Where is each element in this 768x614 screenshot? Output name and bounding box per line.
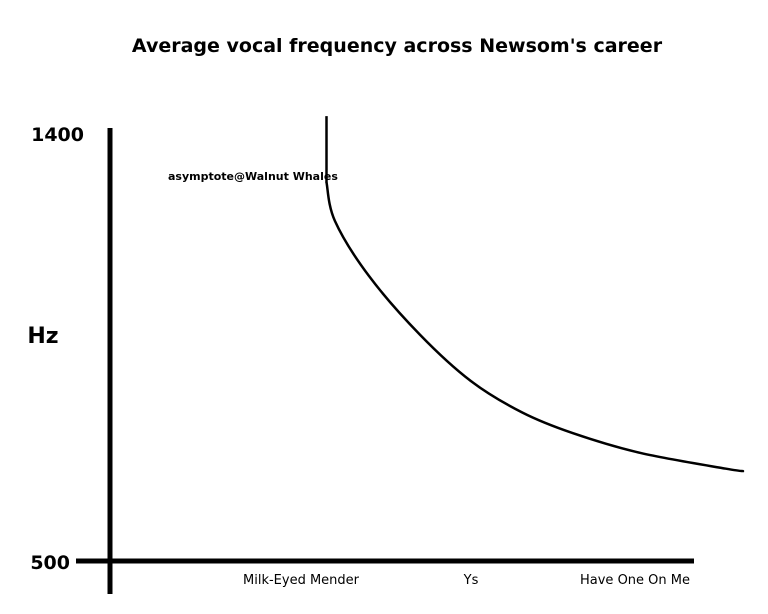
y-tick-label-top: 1400 bbox=[31, 124, 84, 146]
chart-title: Average vocal frequency across Newsom's … bbox=[132, 35, 663, 57]
y-tick-label-bottom: 500 bbox=[30, 552, 70, 574]
asymptote-annotation: asymptote@Walnut Whales bbox=[168, 170, 338, 183]
y-axis-label: Hz bbox=[27, 324, 58, 349]
series-line-0 bbox=[325, 181, 745, 473]
x-tick-label-0: Milk-Eyed Mender bbox=[243, 573, 360, 588]
x-tick-label-1: Ys bbox=[463, 573, 479, 588]
x-tick-label-2: Have One On Me bbox=[580, 573, 690, 588]
series-layer bbox=[325, 116, 745, 473]
